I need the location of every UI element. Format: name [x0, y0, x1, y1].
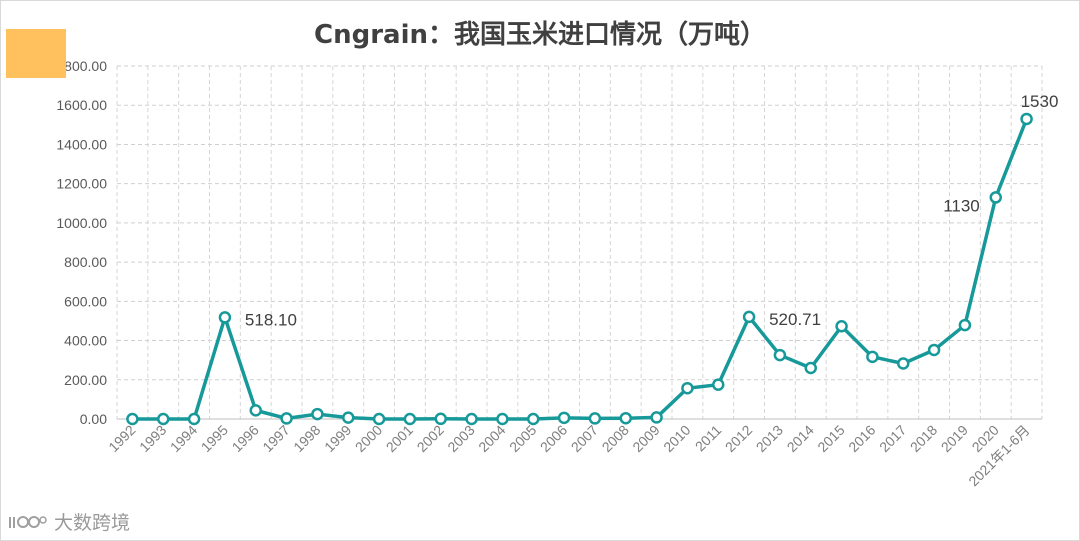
- x-tick-label: 2006: [537, 422, 570, 455]
- y-tick-labels: 0.00 200.00 400.00 600.00 800.00 1000.00 1200.…: [56, 58, 107, 427]
- data-point: [157, 412, 170, 426]
- data-point: [619, 411, 632, 425]
- data-point: [496, 412, 509, 426]
- data-point: [403, 412, 417, 426]
- data-point: [742, 310, 756, 324]
- x-tick-label: 1999: [321, 422, 354, 455]
- data-label: 518.10: [245, 310, 297, 329]
- x-tick-label: 2004: [475, 422, 508, 455]
- x-tick-label: 1993: [136, 422, 169, 455]
- data-point: [897, 357, 910, 370]
- x-tick-label: 2012: [722, 422, 755, 455]
- x-tick-label: 2005: [506, 422, 539, 455]
- data-point: [958, 318, 972, 332]
- data-point: [1020, 112, 1033, 126]
- data-point: [588, 412, 602, 425]
- x-tick-label: 1996: [229, 422, 262, 455]
- data-point: [866, 350, 879, 364]
- x-tick-label: 1994: [167, 422, 200, 455]
- data-point: [557, 411, 571, 425]
- data-label: 1130: [943, 196, 980, 215]
- x-tick-label: 2016: [845, 422, 878, 455]
- accent-block: [6, 29, 66, 78]
- y-tick-label: 1600.00: [56, 97, 107, 113]
- x-tick-label: 1995: [198, 422, 231, 455]
- data-point: [434, 412, 447, 426]
- y-tick-label: 800.00: [64, 254, 107, 270]
- data-point: [311, 407, 324, 421]
- x-tick-label: 2000: [352, 422, 385, 455]
- watermark: 大数跨境: [8, 508, 130, 535]
- data-point: [218, 311, 232, 324]
- x-tick-label: 2001: [383, 422, 416, 455]
- y-tick-label: 1200.00: [56, 176, 107, 192]
- data-point: [804, 361, 817, 375]
- x-tick-label: 2003: [444, 422, 477, 455]
- series-group: [126, 112, 1033, 426]
- y-tick-label: 600.00: [64, 293, 107, 309]
- x-tick-label: 1997: [259, 422, 292, 455]
- data-point: [249, 404, 262, 417]
- x-tick-label: 2010: [660, 422, 693, 455]
- data-point: [465, 412, 478, 426]
- y-tick-label: 1800.00: [56, 58, 107, 74]
- watermark-text: 大数跨境: [54, 512, 131, 534]
- x-tick-label: 2013: [753, 422, 786, 455]
- data-point: [342, 411, 355, 424]
- series-line: [132, 118, 1029, 421]
- data-point: [681, 381, 694, 395]
- x-tick-label: 2007: [568, 422, 601, 455]
- data-point: [372, 412, 386, 426]
- x-tick-label: 2014: [784, 422, 817, 455]
- chart-title: Cngrain：我国玉米进口情况（万吨）: [314, 20, 766, 50]
- data-point: [527, 412, 540, 426]
- x-tick-label: 2009: [629, 422, 662, 455]
- data-point: [280, 412, 293, 425]
- y-tick-label: 200.00: [64, 372, 107, 388]
- x-tick-label: 2018: [907, 422, 940, 455]
- data-point: [773, 348, 787, 362]
- grid-lines: [116, 65, 1043, 420]
- data-point: [927, 343, 941, 357]
- x-tick-label: 1992: [105, 422, 138, 455]
- x-tick-label: 2017: [876, 422, 909, 455]
- data-point: [187, 412, 201, 426]
- y-tick-label: 1000.00: [56, 215, 107, 231]
- x-tick-label: 1998: [290, 422, 323, 455]
- x-tick-label: 2015: [814, 422, 847, 455]
- data-point: [712, 378, 725, 391]
- y-tick-label: 0.00: [80, 411, 107, 427]
- x-tick-labels: 1992199319941995199619971998199920002001…: [105, 422, 1033, 490]
- x-tick-label: 2002: [414, 422, 447, 455]
- dashuju-logo-icon: [9, 515, 47, 528]
- data-label: 520.71: [769, 310, 821, 329]
- x-tick-label: 2011: [692, 422, 725, 455]
- data-point: [650, 411, 663, 424]
- y-tick-label: 1400.00: [56, 136, 107, 152]
- x-tick-label: 2019: [938, 422, 971, 455]
- data-point: [835, 319, 848, 333]
- y-tick-label: 400.00: [64, 333, 107, 349]
- data-label: 1530: [1021, 92, 1059, 111]
- data-labels: 518.10 520.71 1130 1530: [245, 92, 1058, 329]
- data-point: [989, 191, 1002, 204]
- x-tick-label: 2008: [599, 422, 632, 455]
- data-point: [126, 412, 139, 426]
